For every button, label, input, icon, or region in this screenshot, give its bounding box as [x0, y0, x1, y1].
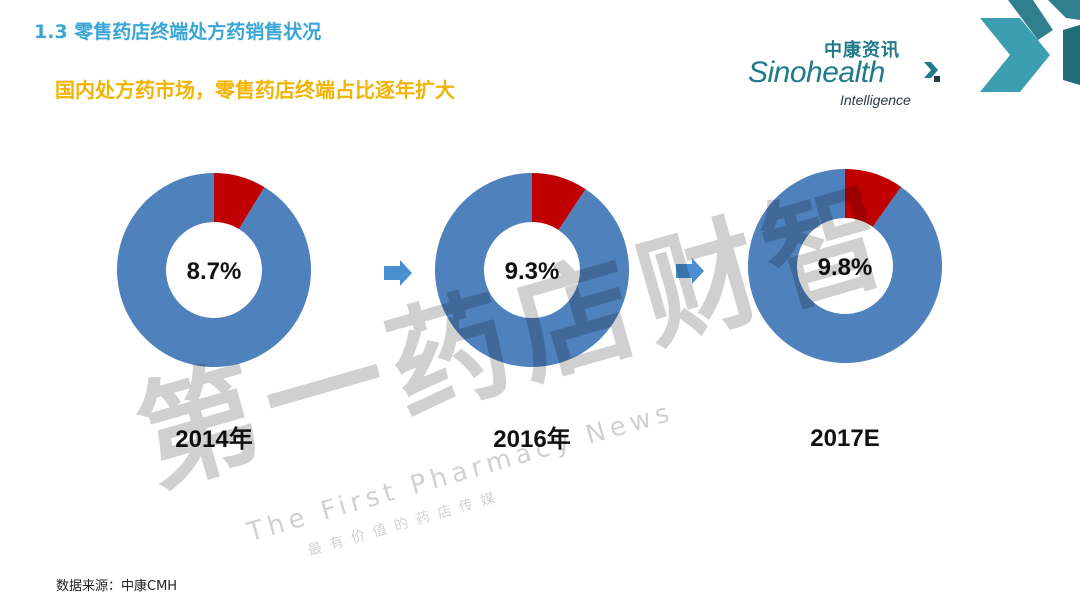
slide-title: 1.3 零售药店终端处方药销售状况 — [34, 21, 322, 43]
donut-slice-retail — [845, 169, 902, 227]
donut-slice-retail — [214, 173, 265, 229]
donut-category-label: 2016年 — [493, 425, 570, 453]
sinohealth-logo: 中康资讯 Sinohealth Intelligence — [746, 36, 946, 116]
logo-en-text: Sinohealth — [748, 56, 885, 89]
donut-value-label: 8.7% — [187, 258, 242, 285]
logo-sub-text: Intelligence — [840, 92, 911, 108]
donut-value-label: 9.8% — [818, 254, 873, 281]
slide-subtitle: 国内处方药市场，零售药店终端占比逐年扩大 — [55, 78, 455, 102]
donut-slice-other — [116, 173, 311, 367]
data-source: 数据来源：中康CMH — [56, 579, 178, 594]
donut-slice-other — [435, 173, 629, 367]
donut-value-label: 9.3% — [505, 258, 560, 285]
donut-slice-retail — [532, 173, 586, 230]
corner-chevron-icon — [980, 0, 1080, 92]
logo-chevron-icon — [924, 62, 940, 82]
logo-cn-text: 中康资讯 — [824, 40, 900, 61]
donut-category-label: 2014年 — [175, 425, 252, 453]
donut-category-label: 2017E — [810, 425, 879, 452]
donut-slice-other — [748, 169, 942, 364]
right-arrow-icon — [384, 260, 412, 286]
right-arrow-icon — [676, 258, 704, 284]
